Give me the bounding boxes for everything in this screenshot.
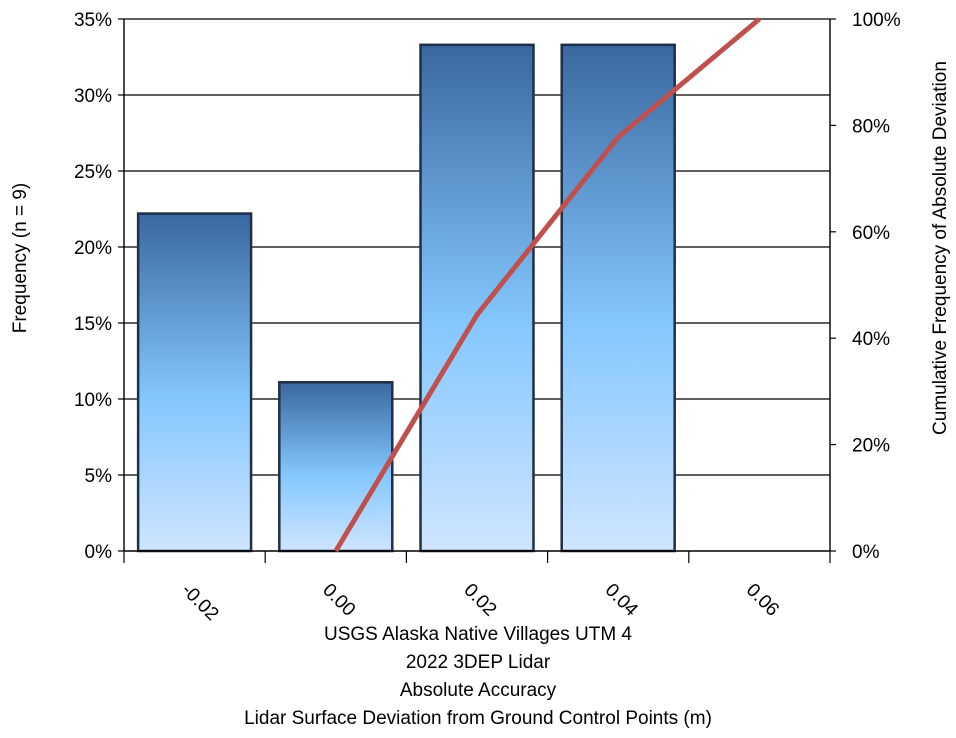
y-tick-label: 20% [74,238,112,259]
y-tick-label: 25% [74,162,112,183]
bars [136,43,676,553]
y2-axis-label: Cumulative Frequency of Absolute Deviati… [930,61,951,435]
x-axis-label-line-2: 2022 3DEP Lidar [405,652,551,673]
y-tick-label: 10% [74,390,112,411]
y2-tick-label: 40% [852,329,890,350]
bar [560,43,676,553]
cumulative-frequency-line [333,17,762,553]
x-tick-label: 0.00 [318,580,359,621]
axes [118,18,836,563]
x-tick-label: -0.02 [177,580,222,625]
y-tick-label: 0% [85,542,113,563]
y-tick-label: 35% [74,10,112,31]
x-axis-label-line-1: USGS Alaska Native Villages UTM 4 [324,624,632,645]
x-axis-label-line-4: Lidar Surface Deviation from Ground Cont… [244,708,712,729]
y2-tick-label: 20% [852,436,890,457]
bar [136,212,253,553]
cumulative-line [333,17,762,553]
x-tick-label: 0.06 [742,580,783,621]
bar [278,381,394,553]
y-tick-label: 30% [74,86,112,107]
y-tick-label: 15% [74,314,112,335]
x-tick-label: 0.02 [459,580,500,621]
y2-tick-label: 80% [852,116,890,137]
y2-tick-label: 0% [852,542,880,563]
bar [419,43,535,553]
y2-tick-label: 60% [852,223,890,244]
y-tick-label: 5% [85,466,113,487]
x-tick-label: 0.04 [601,580,642,621]
y2-tick-label: 100% [852,10,901,31]
x-axis-label-line-3: Absolute Accuracy [399,680,557,701]
y-axis-label: Frequency (n = 9) [10,183,31,334]
